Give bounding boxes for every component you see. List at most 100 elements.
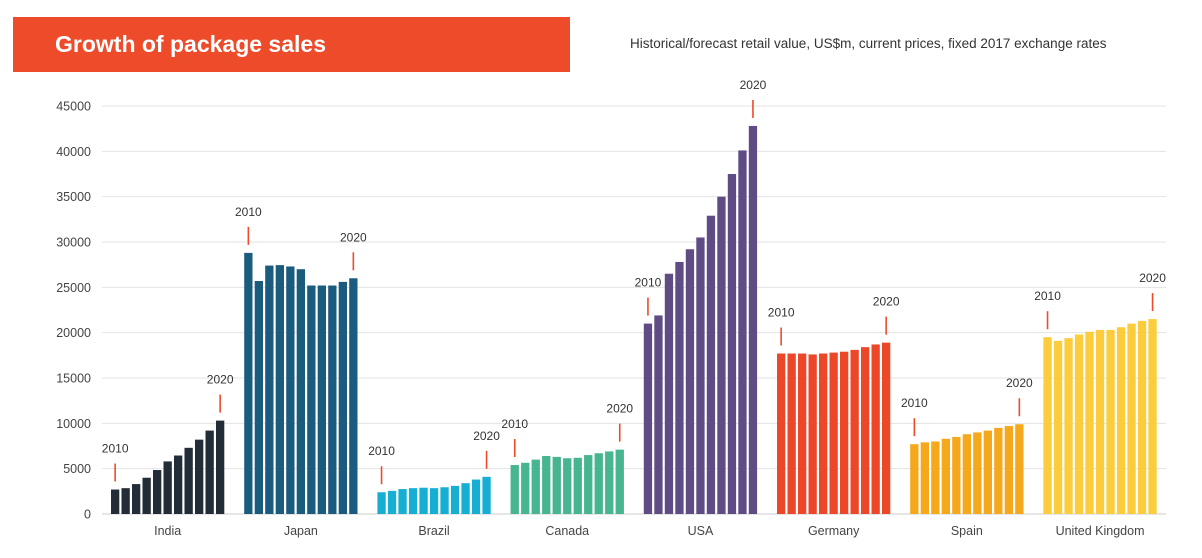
bar (450, 485, 460, 514)
bar (1106, 329, 1115, 514)
bar (216, 420, 225, 514)
marker-label-start: 2010 (235, 205, 262, 219)
bar (419, 487, 428, 514)
bar (244, 252, 253, 514)
bar (184, 447, 193, 514)
marker-label-start: 2010 (635, 276, 662, 290)
bar (1137, 320, 1147, 514)
marker-label-end: 2020 (473, 429, 500, 443)
bar (317, 285, 326, 514)
chart-subtitle: Historical/forecast retail value, US$m, … (630, 36, 1107, 51)
bar (1043, 337, 1052, 514)
bar (738, 150, 747, 514)
bar (1004, 426, 1013, 514)
y-tick-label: 20000 (56, 326, 91, 340)
bar (685, 249, 695, 514)
bar (510, 465, 519, 514)
bar (1148, 319, 1157, 514)
bar (328, 285, 337, 514)
bar (615, 449, 624, 514)
bar (142, 477, 151, 514)
bar (931, 441, 940, 514)
bar (882, 342, 891, 514)
bar (643, 323, 653, 514)
x-category-label: Japan (284, 524, 318, 538)
bar (174, 455, 183, 514)
bar (840, 351, 849, 514)
bar (573, 457, 582, 514)
bar (429, 488, 439, 514)
bar (408, 488, 418, 514)
bar (1015, 424, 1024, 514)
bar (205, 430, 214, 514)
bar (542, 455, 551, 514)
bar (440, 487, 449, 514)
x-category-label: USA (688, 524, 714, 538)
bar (808, 354, 817, 514)
bar (727, 174, 737, 514)
bar (1085, 331, 1094, 514)
y-tick-label: 35000 (56, 190, 91, 204)
bar (1095, 329, 1105, 514)
bar (920, 442, 929, 514)
bar (1064, 338, 1073, 514)
bar (1116, 327, 1126, 514)
x-category-label: Canada (545, 524, 589, 538)
bar (296, 269, 305, 514)
y-tick-label: 30000 (56, 236, 91, 250)
y-tick-label: 0 (84, 508, 91, 522)
bar (962, 434, 971, 514)
title-banner: Growth of package sales (13, 17, 570, 72)
bar (265, 265, 274, 514)
bar (1074, 334, 1084, 514)
bar (461, 483, 470, 514)
bar (584, 455, 593, 514)
bar (706, 215, 716, 514)
bar (983, 430, 992, 514)
x-category-label: India (154, 524, 181, 538)
bar (254, 280, 263, 514)
x-category-label: Spain (951, 524, 983, 538)
bar (777, 353, 786, 514)
bar (531, 459, 540, 514)
bar (798, 353, 807, 514)
bar (594, 453, 603, 514)
bar (664, 273, 674, 514)
bar (275, 265, 284, 514)
bar (1053, 340, 1063, 514)
bar (195, 439, 204, 514)
marker-label-end: 2020 (207, 373, 234, 387)
marker-label-end: 2020 (1006, 376, 1033, 390)
bar (349, 278, 358, 514)
bar (861, 347, 870, 514)
bar (286, 266, 295, 514)
marker-label-end: 2020 (340, 230, 367, 244)
y-tick-label: 45000 (56, 100, 91, 114)
marker-label-start: 2010 (901, 396, 928, 410)
marker-label-start: 2010 (368, 444, 395, 458)
bar (850, 349, 859, 514)
bar (307, 285, 316, 514)
bar (994, 427, 1003, 514)
bar (910, 444, 919, 514)
bar (819, 353, 828, 514)
bar (952, 436, 961, 514)
bar (654, 315, 663, 514)
marker-label-end: 2020 (740, 78, 767, 92)
bar (471, 479, 481, 514)
bar (338, 281, 347, 514)
marker-label-end: 2020 (606, 402, 633, 416)
bar (675, 261, 684, 514)
bar (121, 488, 130, 514)
chart-title: Growth of package sales (55, 31, 326, 57)
marker-label-end: 2020 (873, 295, 900, 309)
bar (787, 353, 796, 514)
bar (398, 489, 407, 514)
bar (605, 451, 614, 514)
bar (482, 476, 491, 514)
bar (153, 470, 162, 514)
marker-label-start: 2010 (768, 306, 795, 320)
y-tick-label: 40000 (56, 145, 91, 159)
bar (696, 237, 705, 514)
y-tick-label: 10000 (56, 417, 91, 431)
